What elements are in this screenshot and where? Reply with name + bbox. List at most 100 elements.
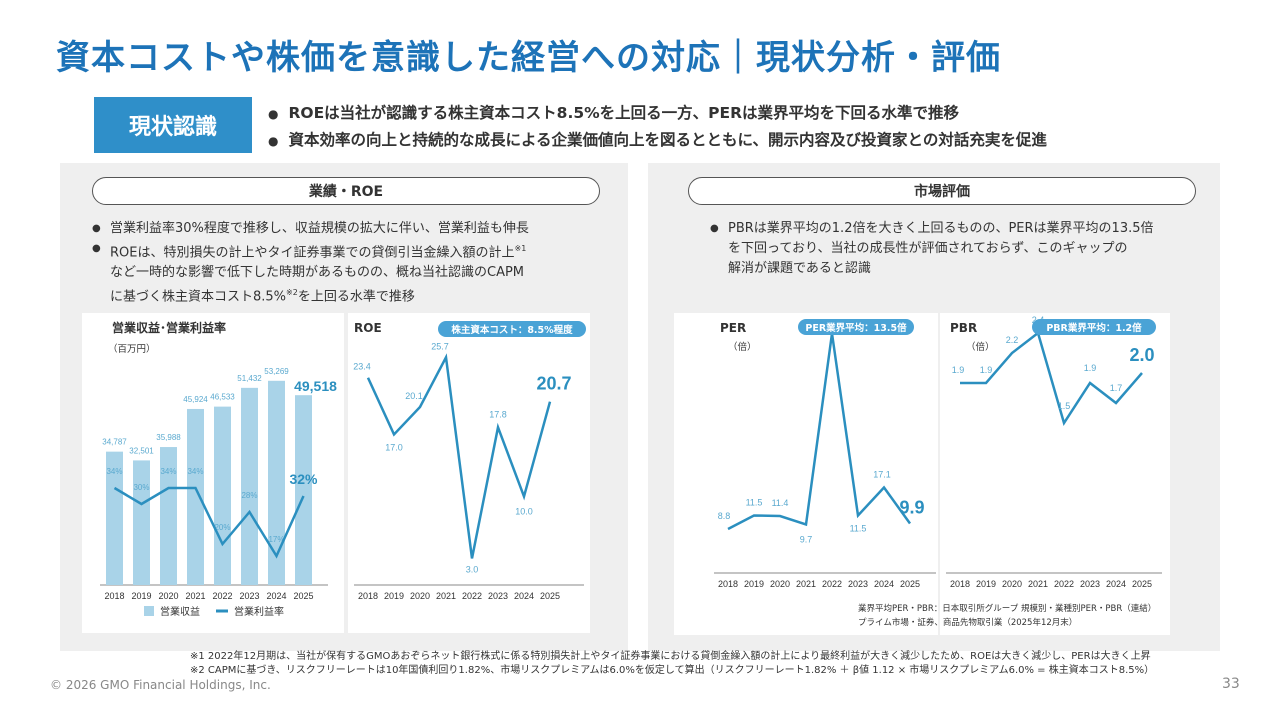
revenue-bar xyxy=(106,451,123,585)
revenue-bar xyxy=(160,447,177,585)
data-label: 1.9 xyxy=(952,365,965,375)
data-label: 2.2 xyxy=(1006,335,1019,345)
margin-line xyxy=(113,486,305,559)
x-tick-label: 2022 xyxy=(1054,579,1074,589)
x-tick-label: 2024 xyxy=(514,591,534,601)
market-bullets: PBRは業界平均の1.2倍を大きく上回るものの、PERは業界平均の13.5倍を下… xyxy=(708,219,1154,279)
x-tick-label: 2021 xyxy=(1028,579,1048,589)
revenue-bar xyxy=(133,460,150,585)
x-tick-label: 2018 xyxy=(104,591,124,601)
roe-chart-card: ROE 株主資本コスト：8.5%程度 2018 2019 2020 2021 2022 2… xyxy=(348,313,590,633)
legend-label-margin: 営業利益率 xyxy=(234,605,284,618)
source-line: プライム市場・証券、商品先物取引業（2025年12月末） xyxy=(858,618,1078,628)
revenue-label: 49,518 xyxy=(294,378,337,394)
series-line xyxy=(727,333,912,531)
revenue-label: 35,988 xyxy=(156,433,181,442)
data-label: 11.5 xyxy=(850,524,867,534)
data-label: 20.7 xyxy=(536,374,571,394)
x-tick-label: 2018 xyxy=(358,591,378,601)
x-tick-label: 2019 xyxy=(384,591,404,601)
per-chart: 2018 2019 2020 2021 2022 2023 2024 2025 8.8 11.5 1… xyxy=(714,320,936,589)
data-label: 1.9 xyxy=(980,365,993,375)
data-label: 11.5 xyxy=(746,498,763,508)
x-tick-label: 2022 xyxy=(462,591,482,601)
data-label: 9.9 xyxy=(899,498,924,518)
data-label: 11.4 xyxy=(772,498,789,508)
bullet-text: ROEは、特別損失の計上やタイ証券事業での貸倒引当金繰入額の計上 xyxy=(110,245,515,261)
revenue-bar xyxy=(241,387,258,585)
performance-bullets: 営業利益率30%程度で推移し、収益規模の拡大に伴い、営業利益も伸長 ROEは、特… xyxy=(90,219,529,308)
legend-label-revenue: 営業収益 xyxy=(160,605,200,618)
margin-label: 17% xyxy=(268,535,284,544)
data-label: 23.4 xyxy=(353,362,371,372)
x-tick-label: 2018 xyxy=(950,579,970,589)
x-tick-label: 2024 xyxy=(1106,579,1126,589)
market-panel: 市場評価 PBRは業界平均の1.2倍を大きく上回るものの、PERは業界平均の13… xyxy=(648,163,1220,651)
per-chart-card: PER （倍） PER業界平均：13.5倍 2018 2019 2020 2021 20… xyxy=(674,313,938,635)
x-tick-label: 2024 xyxy=(266,591,286,601)
x-tick-label: 2024 xyxy=(874,579,894,589)
per-chart-title: PER xyxy=(720,321,747,335)
x-tick-label: 2022 xyxy=(822,579,842,589)
bullet-text: を下回っており、当社の成長性が評価されておらず、このギャップの xyxy=(728,241,1128,256)
footnote: ※2 CAPMに基づき、リスクフリーレートは10年国債利回り1.82%、市場リス… xyxy=(190,665,1155,676)
x-tick-label: 2021 xyxy=(796,579,816,589)
x-tick-label: 2020 xyxy=(770,579,790,589)
data-label: 1.5 xyxy=(1058,401,1071,411)
page-title: 資本コストや株価を意識した経営への対応｜現状分析・評価 xyxy=(56,38,1001,78)
bullet-text: 営業利益率30%程度で推移し、収益規模の拡大に伴い、営業利益も伸長 xyxy=(110,221,529,236)
data-label: 20.1 xyxy=(405,391,423,401)
x-tick-label: 2023 xyxy=(1080,579,1100,589)
roe-chart-title: ROE xyxy=(354,321,382,335)
margin-label: 34% xyxy=(106,467,122,476)
data-label: 17.1 xyxy=(873,470,891,480)
source-line: 業界平均PER・PBR：日本取引所グループ 規模別・業種別PER・PBR（連結） xyxy=(858,604,1157,614)
footnote-ref: ※2 xyxy=(286,288,298,298)
pbr-chart-unit: （倍） xyxy=(966,342,995,353)
x-tick-label: 2020 xyxy=(158,591,178,601)
summary-item: 資本効率の向上と持続的な成長による企業価値向上を図るとともに、開示内容及び投資家… xyxy=(268,127,1046,154)
bullet-item: 営業利益率30%程度で推移し、収益規模の拡大に伴い、営業利益も伸長 xyxy=(90,219,529,239)
bullet-text: 解消が課題であると認識 xyxy=(728,261,871,276)
revenue-bar xyxy=(295,395,312,585)
status-badge: 現状認識 xyxy=(94,97,252,153)
revenue-chart-title: 営業収益･営業利益率 xyxy=(112,321,227,335)
margin-label: 28% xyxy=(241,491,257,500)
pbr-chart-title: PBR xyxy=(950,321,978,335)
series-line xyxy=(366,353,552,559)
legend-swatch-revenue xyxy=(144,606,154,616)
pbr-benchmark-badge: PBR業界平均：1.2倍 xyxy=(1032,319,1156,335)
x-tick-label: 2021 xyxy=(436,591,456,601)
x-tick-label: 2020 xyxy=(410,591,430,601)
revenue-chart: 34,787 2018 34% 32,501 2019 30% 35,988 2020 34% 4… xyxy=(100,367,337,618)
margin-label: 34% xyxy=(160,467,176,476)
footnote-ref: ※1 xyxy=(514,244,527,253)
x-tick-label: 2018 xyxy=(718,579,738,589)
roe-benchmark-badge: 株主資本コスト：8.5%程度 xyxy=(438,321,586,337)
x-tick-label: 2025 xyxy=(540,591,560,601)
footnote: ※1 2022年12月期は、当社が保有するGMOあおぞらネット銀行株式に係る特別… xyxy=(190,651,1151,662)
source-note: 業界平均PER・PBR：日本取引所グループ 規模別・業種別PER・PBR（連結）… xyxy=(858,602,1156,630)
margin-label: 30% xyxy=(133,483,149,492)
data-label: 9.7 xyxy=(800,535,813,545)
summary-list: ROEは当社が認識する株主資本コスト8.5%を上回る一方、PERは業界平均を下回… xyxy=(268,100,1046,154)
market-heading: 市場評価 xyxy=(688,177,1196,205)
bullet-text: PBRは業界平均の1.2倍を大きく上回るものの、PERは業界平均の13.5倍 xyxy=(728,221,1154,236)
revenue-label: 53,269 xyxy=(264,367,289,376)
bullet-item: ROEは、特別損失の計上やタイ証券事業での貸倒引当金繰入額の計上※1 など一時的な… xyxy=(90,239,529,308)
revenue-chart-unit: （百万円） xyxy=(108,344,156,355)
data-label: 10.0 xyxy=(515,506,533,516)
x-tick-label: 2020 xyxy=(1002,579,1022,589)
x-tick-label: 2022 xyxy=(212,591,232,601)
bullet-item: PBRは業界平均の1.2倍を大きく上回るものの、PERは業界平均の13.5倍を下… xyxy=(708,219,1154,279)
per-benchmark-badge: PER業界平均：13.5倍 xyxy=(798,319,914,335)
x-tick-label: 2021 xyxy=(185,591,205,601)
x-tick-label: 2025 xyxy=(1132,579,1152,589)
roe-chart: 2018 2019 2020 2021 2022 2023 2024 2025 23.4 17.0… xyxy=(353,341,584,601)
x-tick-label: 2019 xyxy=(976,579,996,589)
data-label: 25.7 xyxy=(431,341,449,351)
revenue-label: 46,533 xyxy=(210,393,235,402)
data-label: 1.9 xyxy=(1084,363,1097,373)
data-label: 17.8 xyxy=(489,409,507,419)
x-tick-label: 2023 xyxy=(488,591,508,601)
